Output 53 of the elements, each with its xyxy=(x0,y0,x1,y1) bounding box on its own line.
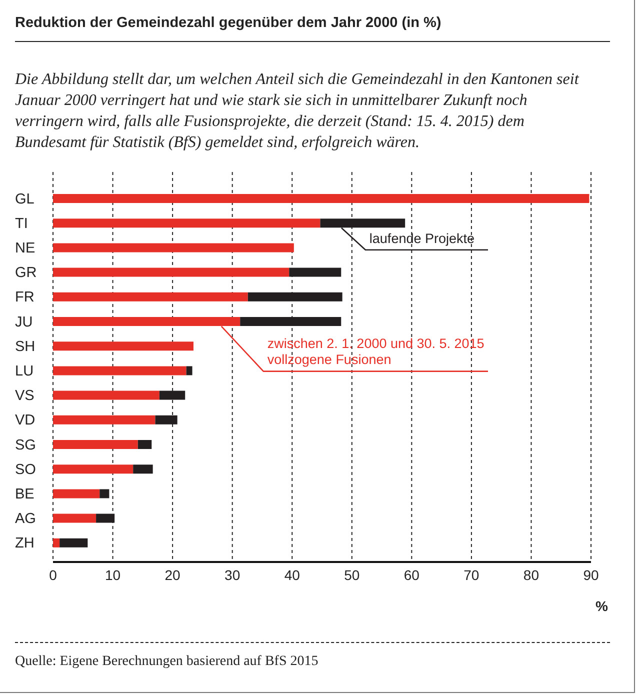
y-tick-label: SG xyxy=(15,437,36,454)
bar xyxy=(53,464,134,474)
y-tick-label: JU xyxy=(15,314,33,330)
bar xyxy=(53,268,290,277)
bar xyxy=(53,415,156,424)
bar xyxy=(53,489,100,498)
bar xyxy=(53,317,240,326)
x-tick-label: 40 xyxy=(284,566,300,583)
y-tick-label: BE xyxy=(15,486,35,502)
bar xyxy=(96,514,115,523)
x-tick-label: 20 xyxy=(164,566,181,583)
y-tick-label: VS xyxy=(15,388,34,404)
bar xyxy=(53,218,320,228)
bar xyxy=(186,366,192,376)
x-axis-title: % xyxy=(596,598,608,614)
bar xyxy=(53,538,60,548)
x-tick-label: 30 xyxy=(224,566,240,583)
y-tick-label: LU xyxy=(15,364,34,380)
bar xyxy=(53,390,160,400)
bar xyxy=(138,440,152,449)
bar xyxy=(60,538,88,548)
x-tick-label: 60 xyxy=(404,566,420,583)
y-tick-label: GR xyxy=(15,265,37,282)
y-tick-label: NE xyxy=(15,240,36,256)
text: zwischen 2. 1. 2000 und 30. 5. 2015 vollzogene Fusionen xyxy=(267,336,486,368)
bar xyxy=(53,194,590,203)
x-tick-label: 70 xyxy=(464,566,480,583)
series-label: laufende Projekte xyxy=(369,230,476,247)
bar xyxy=(133,464,153,474)
source-note: Quelle: Eigene Berechnungen basierend auf BfS 2015 xyxy=(15,654,318,670)
y-tick-label: SH xyxy=(15,338,36,355)
y-tick-label: GL xyxy=(15,191,34,208)
bar xyxy=(53,366,186,376)
y-tick-label: SO xyxy=(15,462,36,478)
y-tick-label: ZH xyxy=(15,536,34,552)
y-tick-label: AG xyxy=(15,511,36,528)
bar xyxy=(100,489,110,498)
y-tick-label: TI xyxy=(15,216,28,232)
bar xyxy=(53,243,294,252)
y-tick-label: VD xyxy=(15,412,36,429)
bar xyxy=(53,440,138,449)
chart-title: Reduktion der Gemeindezahl gegenüber dem Jahr 2000 (in %) xyxy=(15,15,442,31)
chart-subtitle: Die Abbildung stellt dar, um welchen Anteil sich die Gemeindezahl in den Kantonen seit Januar 2000 verringert hat und wie stark sie sich in unmittelbarer Zukunft noch verringern wird, falls alle Fusionsprojekte, die derzeit (Stand: 15. 4. 2015) dem Bundesamt für Statistik (BfS) gemeldet sind, erfolgreich wären. xyxy=(15,70,580,153)
bar xyxy=(53,514,96,523)
x-tick-label: 80 xyxy=(523,566,540,583)
bar xyxy=(53,342,194,351)
bar xyxy=(289,268,342,277)
x-tick-label: 50 xyxy=(344,566,360,583)
bar xyxy=(53,292,248,302)
y-tick-label: FR xyxy=(15,290,34,306)
x-tick-label: 10 xyxy=(104,566,121,583)
x-tick-label: 90 xyxy=(583,566,599,583)
x-tick-label: 0 xyxy=(49,566,58,583)
